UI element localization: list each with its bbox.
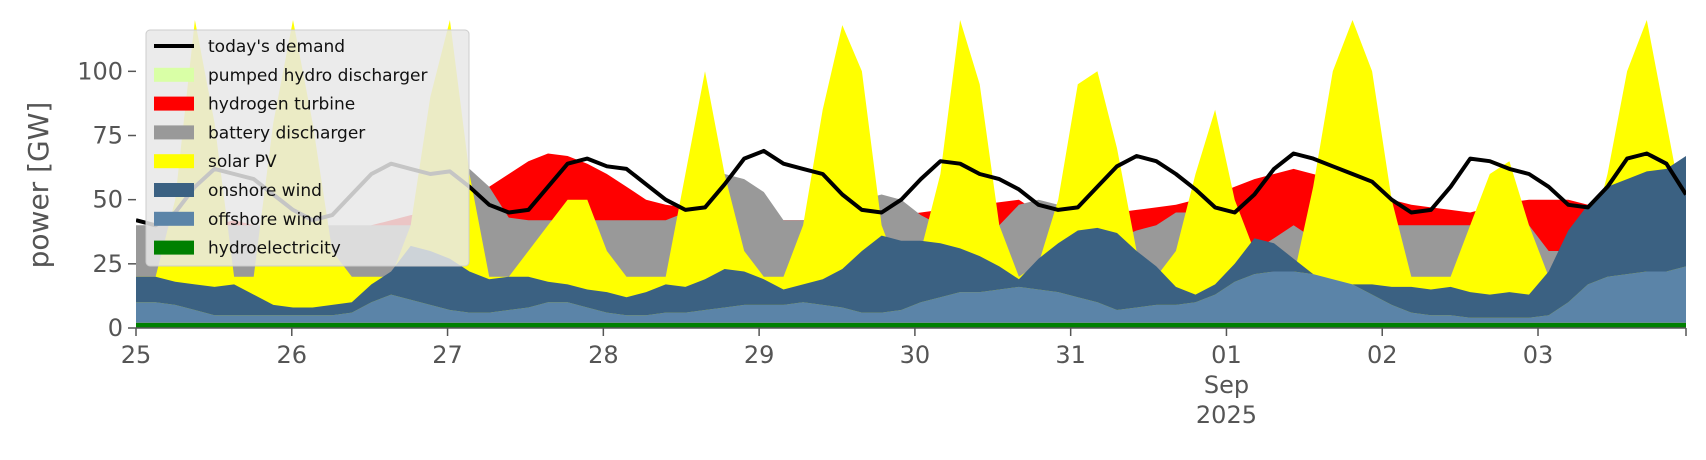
x-tick-label-27: 27: [432, 341, 463, 369]
area-onshore: [136, 156, 1686, 318]
y-tick-label-0: 0: [108, 314, 123, 342]
x-month-label: Sep: [1204, 371, 1249, 399]
legend-swatch-solar: [154, 154, 194, 169]
x-tick-label-25: 25: [121, 341, 152, 369]
y-tick-label-50: 50: [92, 186, 123, 214]
x-tick-label-30: 30: [900, 341, 931, 369]
legend-box: [145, 29, 470, 267]
x-tick-label-03: 03: [1523, 341, 1554, 369]
legend: today's demand pumped hydro discharger hyd…: [145, 29, 470, 267]
legend-label-battery: battery discharger: [208, 123, 365, 143]
legend-swatch-offshore: [154, 211, 194, 226]
y-tick-label-75: 75: [92, 122, 123, 150]
y-axis-title: power [GW]: [22, 102, 55, 269]
legend-swatch-onshore: [154, 183, 194, 197]
y-tick-label-25: 25: [92, 250, 123, 278]
legend-label-offshore: offshore wind: [208, 210, 323, 230]
legend-swatch-hydro: [154, 240, 194, 255]
legend-label-solar: solar PV: [208, 152, 277, 172]
y-tick-label-100: 100: [77, 57, 123, 85]
area-hydro: [136, 322, 1686, 328]
legend-label-demand: today's demand: [208, 37, 345, 57]
legend-label-pumped-hydro: pumped hydro discharger: [208, 66, 427, 86]
legend-label-onshore: onshore wind: [208, 181, 322, 201]
x-tick-label-31: 31: [1055, 341, 1086, 369]
x-year-label: 2025: [1196, 401, 1257, 429]
legend-swatch-battery: [154, 125, 194, 140]
legend-swatch-hydrogen: [154, 96, 194, 111]
area-offshore: [136, 266, 1686, 323]
x-tick-label-26: 26: [277, 341, 308, 369]
legend-label-hydro: hydroelectricity: [208, 239, 341, 259]
legend-swatch-pumped-hydro: [154, 67, 194, 82]
x-tick-label-02: 02: [1367, 341, 1398, 369]
legend-label-hydrogen: hydrogen turbine: [208, 95, 355, 115]
x-tick-label-29: 29: [744, 341, 775, 369]
x-tick-label-01: 01: [1211, 341, 1242, 369]
x-tick-label-28: 28: [588, 341, 619, 369]
